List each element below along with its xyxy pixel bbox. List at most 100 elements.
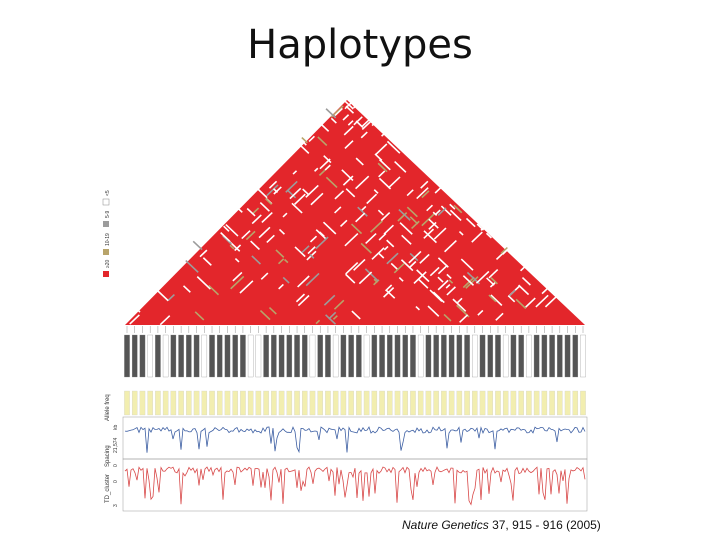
allele-frequency-cell [309, 390, 316, 416]
ld-cell [355, 175, 370, 190]
ld-cell [282, 276, 290, 284]
allele-frequency-cell [356, 390, 362, 416]
ld-cell [220, 232, 231, 242]
ld-cell [342, 114, 350, 121]
allele-frequency-cell [510, 390, 517, 416]
marker-label [209, 334, 215, 378]
ld-cell [305, 272, 320, 287]
legend-swatch-red [103, 271, 109, 277]
ld-cell [241, 230, 251, 240]
ld-cell [386, 252, 399, 265]
ld-cell [319, 231, 325, 237]
ld-cell [315, 319, 321, 325]
ld-cell [415, 305, 420, 311]
ld-cell [258, 226, 271, 239]
spacing-axis-tick: 21,574 [113, 437, 119, 453]
ld-cell [301, 245, 310, 254]
ld-cell [452, 298, 467, 312]
ld-texture [129, 95, 557, 326]
ld-cell [379, 159, 391, 171]
allele-frequency-cell [201, 390, 208, 416]
allele-frequency-cell [271, 390, 277, 416]
ld-cell [347, 120, 354, 126]
ld-cell [421, 212, 436, 227]
allele-frequency-cell [464, 390, 470, 416]
ld-cell [353, 95, 367, 109]
ld-cell [465, 217, 476, 228]
ld-cell [408, 250, 422, 264]
ld-cell [324, 164, 331, 171]
citation-journal: Nature Genetics [402, 518, 489, 532]
ld-cell [293, 193, 306, 205]
ld-cell [350, 223, 363, 235]
ld-cell [427, 305, 440, 317]
ld-cell [521, 276, 531, 286]
ld-cell [486, 277, 495, 286]
allele-frequency-cell [340, 390, 347, 416]
ld-cell [384, 284, 393, 292]
ld-cell [135, 307, 141, 313]
allele-frequency-cell [170, 390, 177, 416]
marker-label [263, 334, 269, 378]
marker-label [224, 334, 231, 378]
ld-cell [375, 143, 388, 155]
ld-cell [488, 294, 497, 303]
ld-cell [444, 239, 457, 253]
td-axis-tick: 3 [113, 504, 119, 507]
marker-label [124, 334, 130, 378]
ld-cell [202, 257, 212, 266]
ld-cell [344, 232, 359, 247]
ld-cell [361, 113, 376, 127]
marker-label [580, 334, 586, 378]
marker-label [495, 334, 501, 378]
ld-cell [321, 124, 330, 132]
ld-cell [365, 232, 377, 245]
marker-label [309, 334, 316, 378]
marker-label [139, 334, 146, 378]
allele-frequency-cell [325, 390, 331, 416]
ld-cell [296, 141, 310, 154]
ld-cell [251, 255, 262, 265]
allele-frequency-cell [348, 390, 354, 416]
td-track-frame [122, 458, 588, 512]
ld-cell [400, 259, 414, 272]
ld-cell [259, 309, 271, 321]
allele-frequency-cell [580, 390, 586, 416]
legend-label: ≥20 [105, 259, 111, 268]
ld-cell [353, 258, 366, 271]
ld-cell [508, 289, 516, 298]
ld-cell [366, 193, 378, 205]
ld-cell [518, 284, 530, 296]
ld-cell [334, 206, 342, 214]
ld-cell [292, 170, 298, 175]
slide-title: Haplotypes [247, 22, 473, 68]
ld-cell [325, 108, 337, 119]
marker-label [294, 334, 300, 378]
ld-cell [345, 273, 356, 284]
ld-cell [360, 242, 372, 254]
ld-cell [361, 119, 374, 130]
ld-cell [418, 278, 429, 289]
ld-legend: ≥20 10-19 5-9 <5 [102, 190, 111, 277]
marker-label [302, 334, 308, 378]
ld-cell [387, 176, 401, 189]
ld-cell [383, 245, 389, 251]
ld-cell [283, 258, 289, 264]
ld-cell [535, 294, 549, 308]
marker-label [201, 334, 208, 378]
ld-cell [416, 269, 430, 283]
ld-cell [309, 253, 315, 259]
allele-frequency-cell [186, 390, 192, 416]
ld-cell [305, 184, 319, 198]
ld-cell [167, 293, 175, 301]
citation-details: 37, 915 - 916 (2005) [492, 518, 601, 532]
ld-cell [449, 203, 456, 210]
marker-label [356, 334, 362, 378]
ld-cell [273, 186, 282, 195]
ld-cell [419, 253, 430, 264]
ld-cell [490, 294, 503, 307]
marker-label [348, 334, 354, 378]
ld-cell [462, 276, 475, 289]
allele-frequency-cell [286, 390, 293, 416]
ld-cell [259, 202, 270, 212]
